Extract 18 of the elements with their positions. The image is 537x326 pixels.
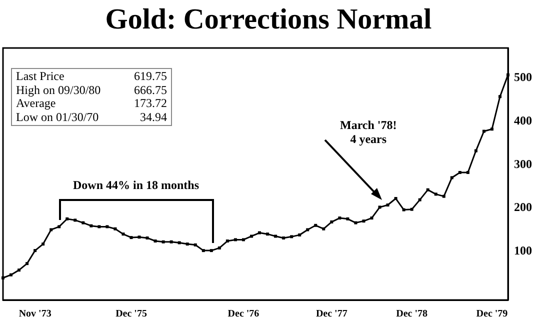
text: High on 09/30/80 666.75 xyxy=(16,82,167,96)
y-tick-label: 500 xyxy=(514,70,532,84)
x-tick-label: Dec '77 xyxy=(316,308,348,320)
x-tick-label: Nov '73 xyxy=(18,308,52,320)
x-tick-label: Dec '78 xyxy=(396,308,428,320)
annotation: March '78! 4 years xyxy=(340,118,397,146)
y-tick-label: 100 xyxy=(514,244,532,258)
x-tick-label: Dec '79 xyxy=(476,308,508,320)
annotation: Down 44% in 18 months xyxy=(73,178,200,193)
x-tick-label: Dec '76 xyxy=(228,308,260,320)
text: Average 173.72 xyxy=(16,96,167,110)
text: Last Price 619.75 xyxy=(16,69,167,83)
y-tick-label: 400 xyxy=(514,113,532,128)
text: Low on 01/30/70 34.94 xyxy=(16,110,167,124)
chart-title: Gold: Corrections Normal xyxy=(105,4,432,36)
x-tick-label: Dec '75 xyxy=(116,308,147,320)
y-tick-label: 300 xyxy=(514,156,532,171)
y-tick-label: 200 xyxy=(514,200,532,214)
